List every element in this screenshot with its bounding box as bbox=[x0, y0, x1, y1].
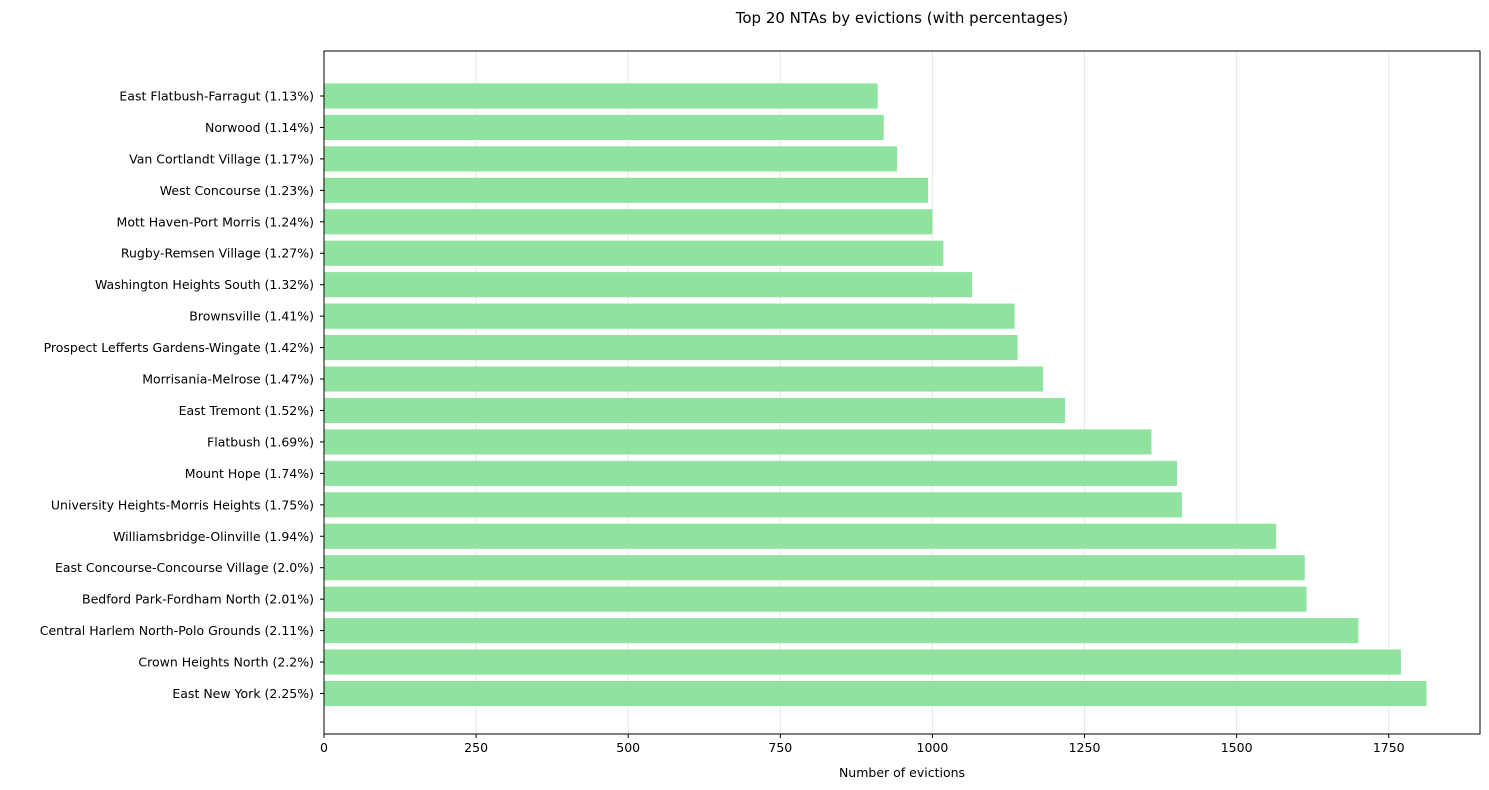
y-tick-label: Prospect Lefferts Gardens-Wingate (1.42%… bbox=[44, 340, 314, 355]
bar bbox=[324, 303, 1015, 329]
y-tick-label: Central Harlem North-Polo Grounds (2.11%… bbox=[40, 623, 314, 638]
bar bbox=[324, 680, 1427, 707]
bar bbox=[324, 649, 1401, 675]
x-tick-label: 0 bbox=[320, 740, 328, 755]
x-tick-label: 1750 bbox=[1373, 740, 1405, 755]
x-tick-label: 750 bbox=[768, 740, 792, 755]
bars bbox=[324, 83, 1427, 707]
bar bbox=[324, 146, 898, 172]
x-axis-ticks: 0 250 500 750 1000 1250 1500 1750 bbox=[320, 734, 1405, 755]
plot-frame bbox=[323, 50, 1481, 735]
bar bbox=[324, 460, 1178, 486]
bar bbox=[324, 114, 884, 141]
y-tick-label: Van Cortlandt Village (1.17%) bbox=[129, 151, 314, 166]
y-tick-label: University Heights-Morris Heights (1.75%… bbox=[51, 497, 314, 512]
chart-title: Top 20 NTAs by evictions (with percentag… bbox=[735, 9, 1069, 27]
y-tick-label: Bedford Park-Fordham North (2.01%) bbox=[82, 592, 314, 607]
bar bbox=[324, 272, 972, 298]
bar bbox=[324, 397, 1066, 424]
y-tick-label: Mount Hope (1.74%) bbox=[185, 466, 314, 481]
x-tick-label: 1500 bbox=[1221, 740, 1253, 755]
bar bbox=[324, 492, 1182, 518]
y-tick-label: Crown Heights North (2.2%) bbox=[138, 655, 314, 670]
bar bbox=[324, 429, 1152, 455]
y-tick-label: East New York (2.25%) bbox=[172, 686, 314, 701]
y-tick-label: Washington Heights South (1.32%) bbox=[95, 277, 314, 292]
y-tick-label: West Concourse (1.23%) bbox=[160, 183, 314, 198]
y-tick-label: Brownsville (1.41%) bbox=[189, 309, 314, 324]
bar bbox=[324, 366, 1044, 392]
y-tick-label: Flatbush (1.69%) bbox=[207, 434, 314, 449]
y-tick-label: East Tremont (1.52%) bbox=[179, 403, 314, 418]
x-tick-label: 500 bbox=[616, 740, 640, 755]
y-tick-label: Morrisania-Melrose (1.47%) bbox=[142, 372, 314, 387]
bar bbox=[324, 240, 944, 266]
bar bbox=[324, 555, 1305, 581]
bar bbox=[324, 523, 1277, 549]
bar bbox=[324, 586, 1307, 612]
bar bbox=[324, 209, 933, 235]
y-tick-label: Norwood (1.14%) bbox=[205, 120, 314, 135]
x-tick-label: 1000 bbox=[917, 740, 949, 755]
y-axis-ticks: East New York (2.25%) Crown Heights North… bbox=[40, 89, 324, 701]
y-tick-label: Mott Haven-Port Morris (1.24%) bbox=[117, 214, 314, 229]
y-tick-label: East Concourse-Concourse Village (2.0%) bbox=[55, 560, 314, 575]
x-tick-label: 250 bbox=[464, 740, 488, 755]
x-tick-label: 1250 bbox=[1069, 740, 1101, 755]
y-tick-label: East Flatbush-Farragut (1.13%) bbox=[119, 89, 314, 104]
bar bbox=[324, 83, 878, 109]
bar bbox=[324, 618, 1359, 644]
y-tick-label: Rugby-Remsen Village (1.27%) bbox=[121, 246, 314, 261]
bar bbox=[324, 335, 1018, 361]
bar bbox=[324, 177, 929, 203]
x-axis-label: Number of evictions bbox=[839, 765, 965, 780]
y-tick-label: Williamsbridge-Olinville (1.94%) bbox=[113, 529, 314, 544]
